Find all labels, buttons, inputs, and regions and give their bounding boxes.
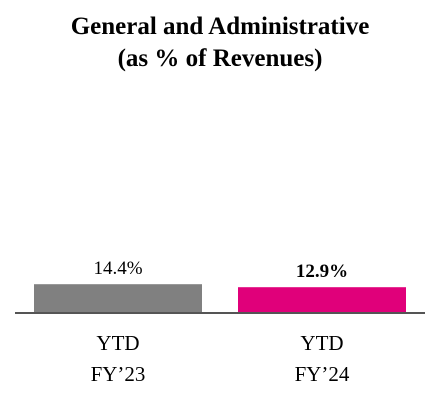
chart-title-line-2: (as % of Revenues): [117, 45, 323, 72]
category-label-1-line-2: FY’24: [295, 362, 350, 386]
data-label-1: 12.9%: [296, 261, 348, 282]
category-label-0-line-1: YTD: [96, 331, 139, 355]
category-label-1-line-1: YTD: [300, 331, 343, 355]
bar-1: [238, 287, 406, 313]
data-label-0: 14.4%: [93, 258, 142, 279]
category-label-0-line-2: FY’23: [91, 362, 146, 386]
chart-title-line-1: General and Administrative: [70, 13, 370, 40]
bar-0: [34, 284, 202, 313]
